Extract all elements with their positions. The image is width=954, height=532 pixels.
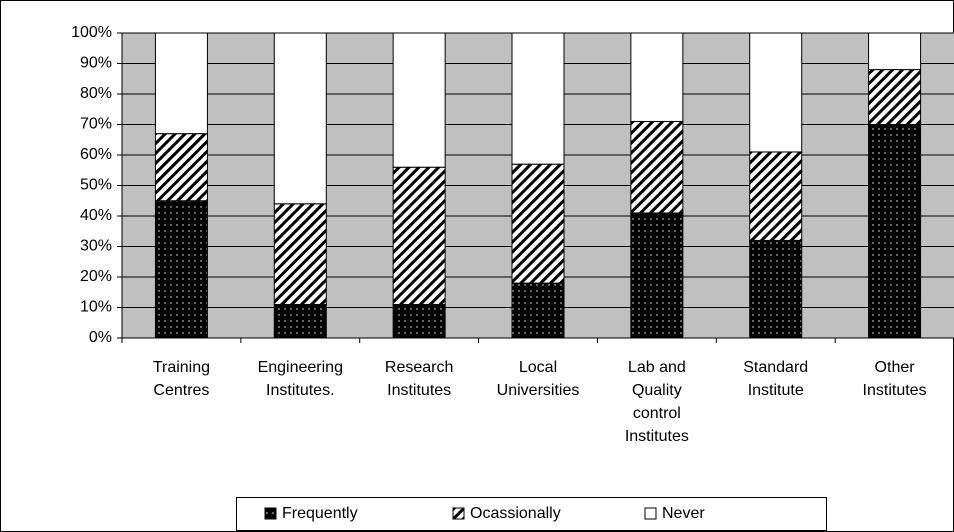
y-tick-label: 20% — [80, 268, 112, 285]
y-tick-label: 60% — [80, 146, 112, 163]
bar-segment — [630, 212, 684, 339]
x-tick-label: Lab and Quality control Institutes — [624, 359, 689, 445]
y-tick-label: 70% — [80, 116, 112, 133]
x-tick-label: Other Institutes — [862, 359, 927, 399]
bar-segment — [511, 32, 565, 165]
bar-segment — [511, 282, 565, 339]
bar-segment — [868, 124, 922, 339]
bar-segment — [630, 120, 684, 214]
legend-label: Frequently — [282, 505, 358, 522]
y-tick-label: 100% — [71, 24, 112, 41]
bar-segment — [273, 203, 327, 305]
bar-segment — [273, 32, 327, 205]
x-tick-label: Engineering Institutes. — [257, 359, 343, 399]
y-tick-label: 50% — [80, 177, 112, 194]
x-tick-label: Standard Institute — [743, 359, 809, 399]
legend-label: Ocassionally — [470, 505, 561, 522]
legend-swatch — [264, 507, 277, 520]
y-tick-label: 40% — [80, 207, 112, 224]
y-tick-label: 80% — [80, 85, 112, 102]
x-tick-label: Training Centres — [152, 359, 211, 399]
y-tick-label: 90% — [80, 55, 112, 72]
legend-swatch — [644, 507, 657, 520]
bar-segment — [749, 151, 803, 241]
x-tick-label: Local Universities — [496, 359, 580, 399]
y-tick-label: 30% — [80, 238, 112, 255]
bar-segment — [868, 69, 922, 125]
bar-segment — [273, 303, 327, 339]
legend-box — [236, 497, 827, 531]
bar-segment — [154, 200, 208, 339]
legend-swatch — [452, 507, 465, 520]
bar-segment — [749, 239, 803, 339]
y-tick-label: 0% — [89, 329, 112, 346]
bar-segment — [868, 32, 922, 71]
bar-segment — [392, 32, 446, 168]
bar-segment — [154, 32, 208, 135]
bar-segment — [749, 32, 803, 153]
bar-segment — [392, 303, 446, 339]
legend-label: Never — [662, 505, 705, 522]
bar-segment — [511, 163, 565, 284]
x-tick-label: Research Institutes — [384, 359, 454, 399]
y-tick-label: 10% — [80, 299, 112, 316]
bar-segment — [154, 133, 208, 202]
bar-segment — [392, 166, 446, 305]
bar-segment — [630, 32, 684, 122]
